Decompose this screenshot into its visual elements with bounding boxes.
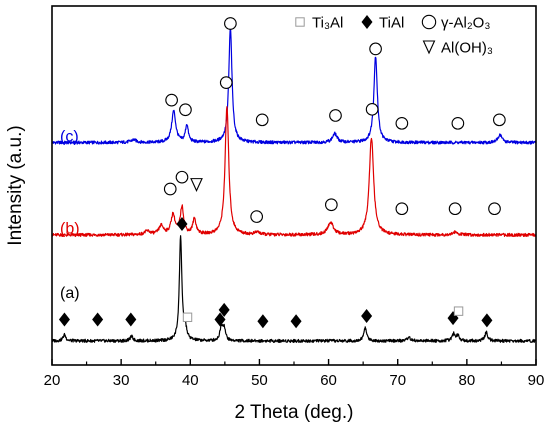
triangle-down-marker-2-5 xyxy=(190,178,203,192)
diamond-marker-3-1 xyxy=(176,217,188,232)
legend-triangle-down-icon xyxy=(422,40,436,55)
marker-layer xyxy=(58,17,506,329)
legend-square-icon xyxy=(295,17,305,27)
circle-marker-1-7 xyxy=(395,116,409,130)
circle-marker-1-3 xyxy=(165,93,178,107)
x-tick-label: 50 xyxy=(251,372,268,389)
series-label-2: (b) xyxy=(60,220,80,237)
circle-marker-1-4 xyxy=(179,103,192,117)
square-marker-3-12 xyxy=(453,306,464,316)
diamond-marker-3-13 xyxy=(481,313,493,328)
tick-layer: 20 30 40 50 60 70 80 90 xyxy=(44,359,545,389)
legend-label: Ti₃Al xyxy=(312,15,343,32)
diamond-marker-3-2 xyxy=(58,312,70,327)
legend-entry-3: γ-Al₂O₃ xyxy=(421,14,490,32)
circle-marker-2-7 xyxy=(324,198,338,212)
x-axis-title: 2 Theta (deg.) xyxy=(234,402,353,423)
legend-label: Al(OH)₃ xyxy=(441,40,493,57)
series-labels: (c) (b) (a) xyxy=(60,128,80,301)
series-layer xyxy=(51,26,537,343)
diamond-marker-3-4 xyxy=(125,312,137,327)
circle-marker-2-4 xyxy=(175,170,189,184)
circle-marker-2-1 xyxy=(219,76,233,89)
series-line-2 xyxy=(51,106,537,238)
diamond-marker-3-10 xyxy=(361,308,373,323)
legend-entry-2: TiAl xyxy=(361,15,404,32)
series-label-3: (a) xyxy=(60,285,80,302)
square-marker-3-5 xyxy=(182,312,193,322)
diamond-marker-3-7 xyxy=(218,302,230,317)
series-line-1 xyxy=(51,26,537,145)
legend-label: γ-Al₂O₃ xyxy=(441,15,490,32)
circle-marker-2-10 xyxy=(488,202,501,216)
diamond-marker-3-8 xyxy=(257,314,269,329)
series-line-3 xyxy=(51,235,537,343)
diamond-marker-3-3 xyxy=(92,312,104,327)
legend-diamond-icon xyxy=(361,15,373,29)
x-tick-label: 80 xyxy=(459,372,476,389)
x-tick-label: 30 xyxy=(113,372,130,389)
circle-marker-1-9 xyxy=(493,113,506,127)
diamond-marker-3-9 xyxy=(290,314,302,329)
legend-circle-icon xyxy=(421,14,437,30)
x-tick-label: 60 xyxy=(320,372,337,389)
series-label-1: (c) xyxy=(60,128,79,145)
circle-marker-1-8 xyxy=(451,116,465,130)
legend-label: TiAl xyxy=(379,15,404,32)
x-tick-label: 20 xyxy=(44,372,61,389)
x-tick-label: 70 xyxy=(389,372,406,389)
legend-entry-4: Al(OH)₃ xyxy=(422,40,493,57)
plot-frame xyxy=(51,5,537,366)
x-tick-label: 90 xyxy=(528,372,545,389)
circle-marker-1-5 xyxy=(255,113,269,127)
circle-marker-2-3 xyxy=(163,182,177,196)
circle-marker-2-8 xyxy=(395,202,409,216)
diamond-marker-3-6 xyxy=(214,312,226,327)
circle-marker-2-6 xyxy=(250,210,264,223)
legend: Ti₃Al TiAl γ-Al₂O₃ Al(OH)₃ xyxy=(295,14,493,57)
circle-marker-2-9 xyxy=(448,202,462,216)
circle-marker-2-2 xyxy=(365,102,379,116)
legend-entry-1: Ti₃Al xyxy=(295,15,343,32)
circle-marker-1-2 xyxy=(369,42,382,56)
y-axis-title: Intensity (a.u.) xyxy=(5,125,26,245)
x-tick-label: 40 xyxy=(182,372,199,389)
circle-marker-1-1 xyxy=(224,17,237,30)
circle-marker-1-6 xyxy=(329,109,342,122)
